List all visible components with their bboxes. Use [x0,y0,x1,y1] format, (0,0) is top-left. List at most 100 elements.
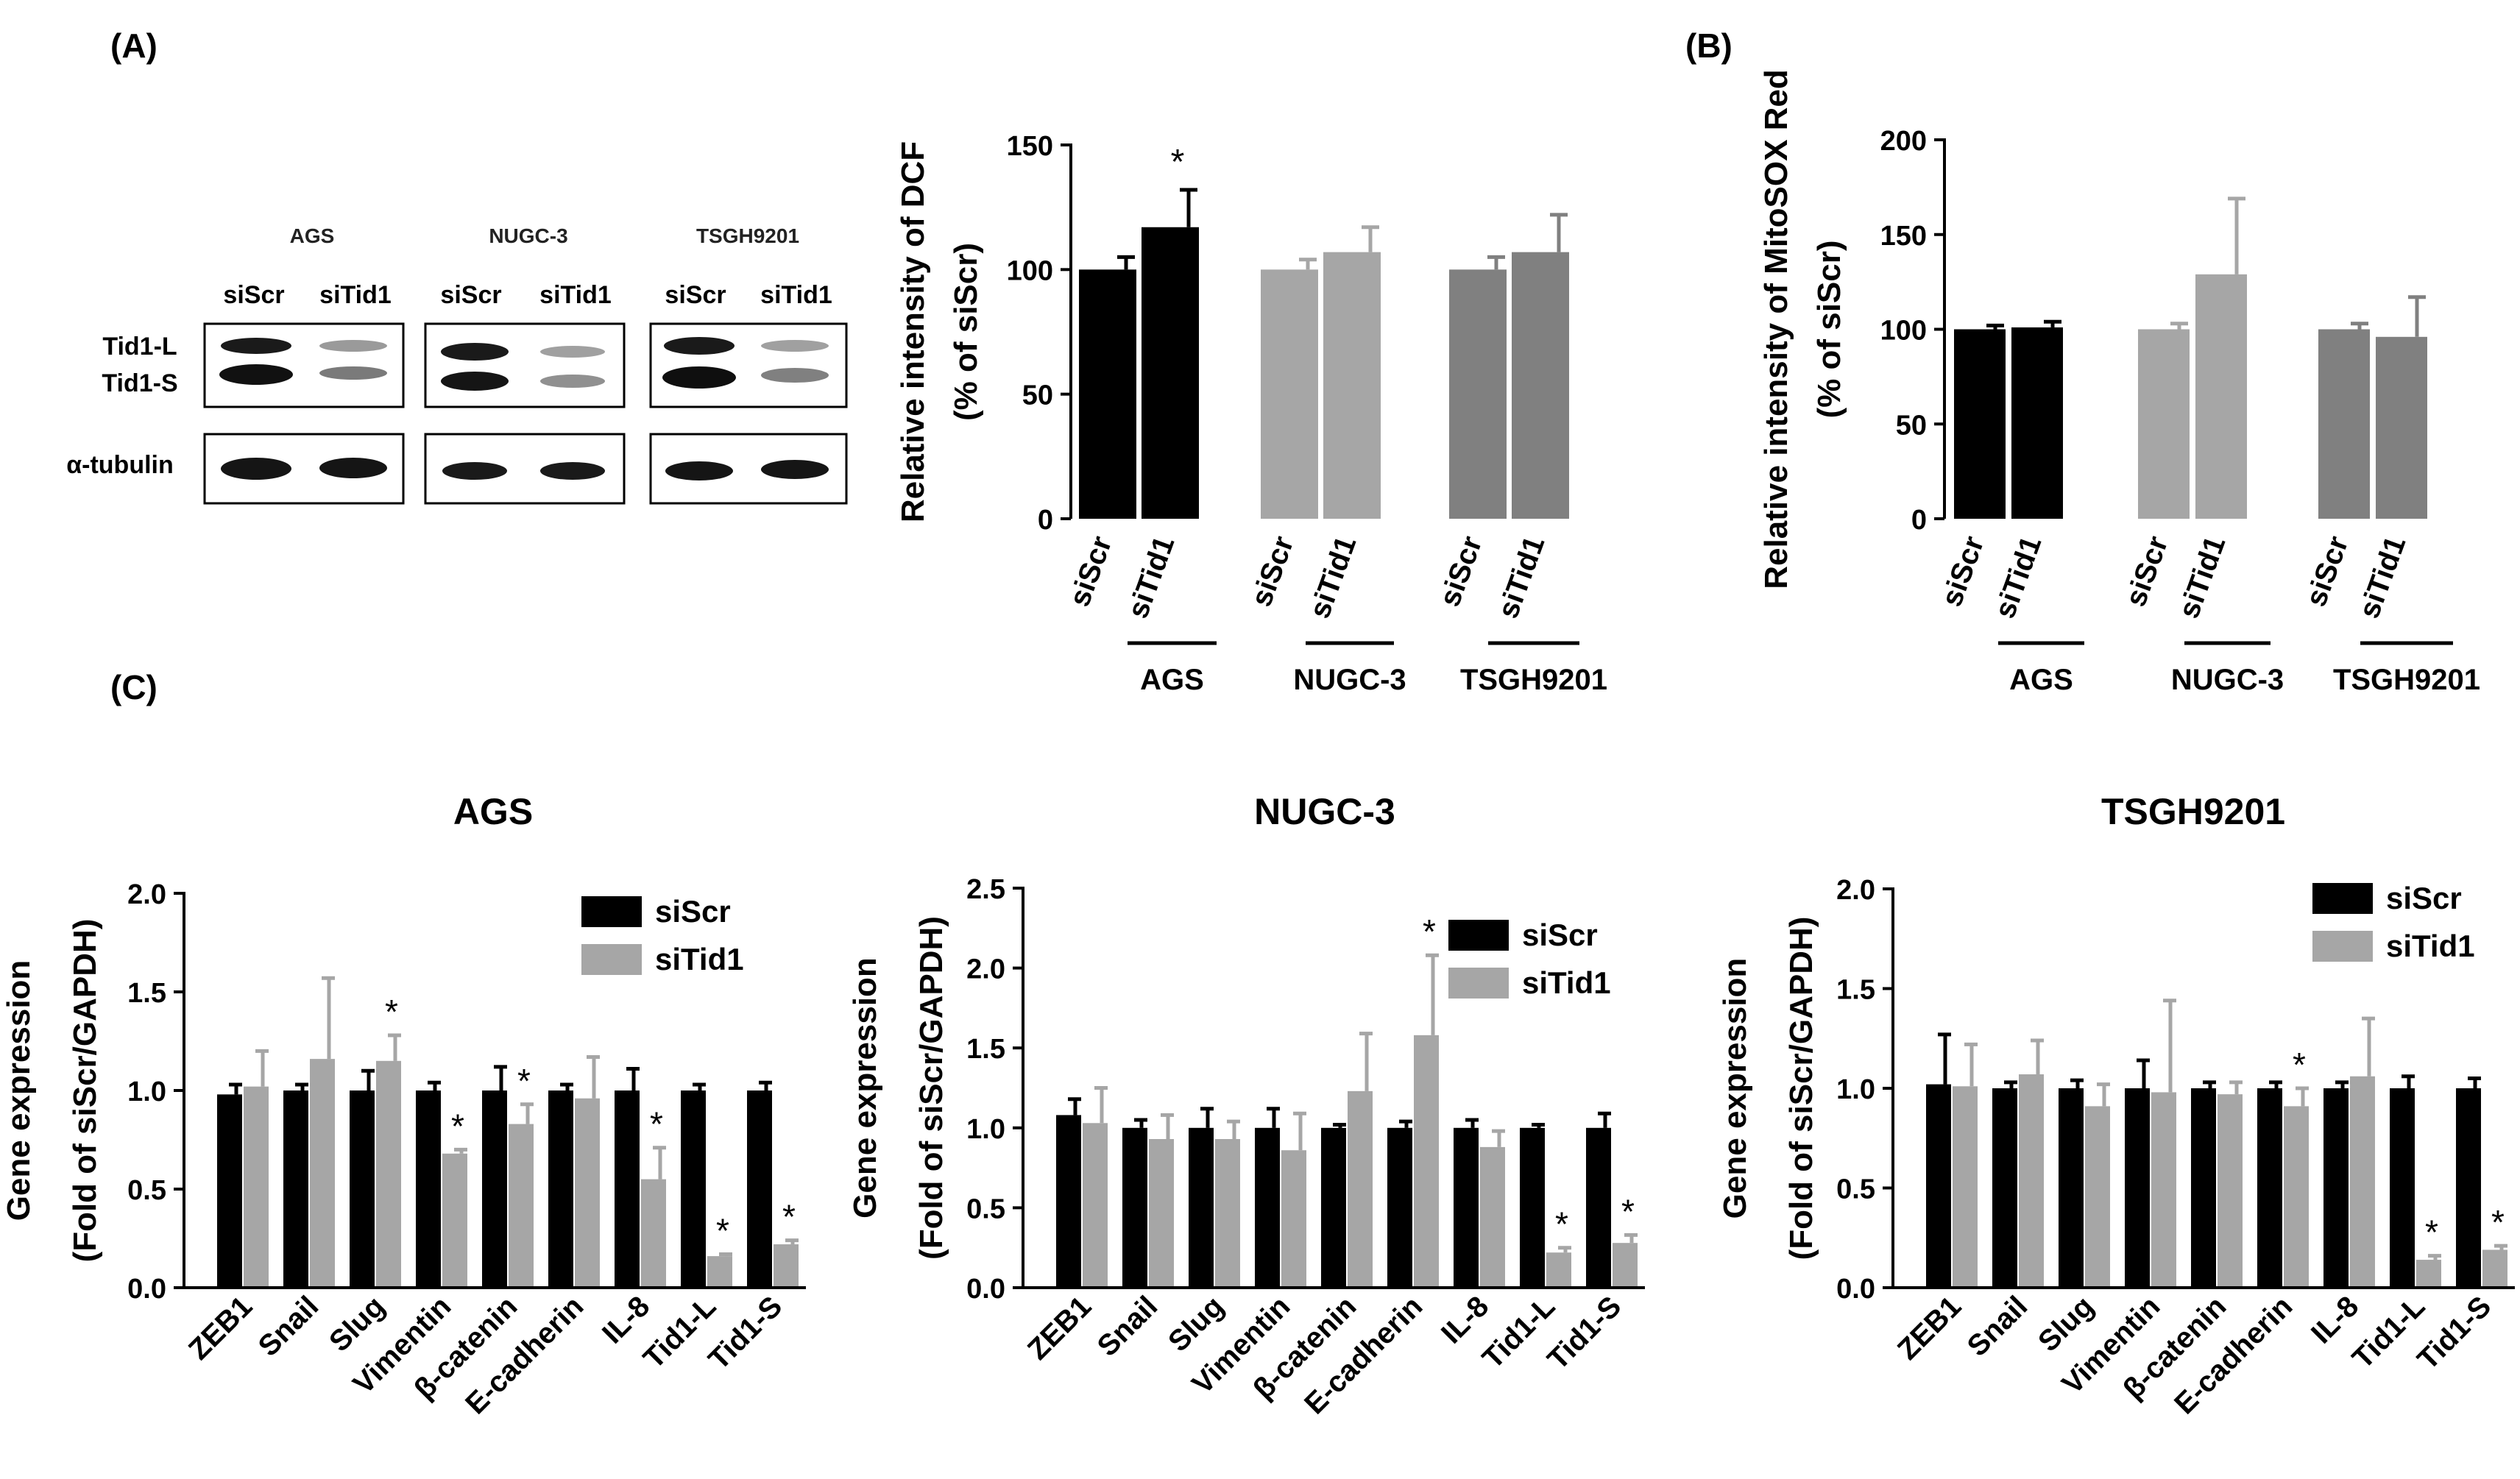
legend-label-sitid1: siTid1 [2386,929,2475,963]
significance-marker: * [716,1211,729,1249]
bar-sitid1 [2376,336,2427,519]
blot-lane-nugc3-siscr: siScr [440,281,501,309]
y-tick-label: 0.0 [966,1274,1005,1305]
bar-sitid1 [575,1098,600,1288]
bar-siscr [1954,329,2006,519]
significance-marker: * [517,1062,531,1100]
legend-label-siscr: siScr [655,894,731,929]
band-nugc3-sitid1-tid1l [540,346,605,358]
blot-lane-nugc3-sitid1: siTid1 [539,281,612,309]
bar-sitid1 [1546,1252,1571,1288]
y-tick-label: 0.5 [127,1175,166,1206]
bar-sitid1 [1414,1035,1439,1288]
bar-sitid1 [1281,1150,1306,1288]
bar-siscr [1586,1127,1611,1288]
bar-siscr [2323,1088,2349,1288]
bar-siscr [416,1090,441,1288]
group-label: NUGC-3 [1293,664,1406,696]
panel-label-b: (B) [1685,26,1733,65]
band-nugc3-sitid1-tubulin [540,462,605,480]
band-ags-siscr-tid1s [219,364,293,385]
y-tick-label: 0.0 [127,1274,166,1305]
y-axis-label: (Fold of siScr/GAPDH) [913,916,949,1260]
bar-siscr [1520,1127,1545,1288]
bar-siscr [2138,329,2190,519]
bar-siscr [350,1090,375,1288]
significance-marker: * [2491,1203,2505,1241]
y-tick-label: 50 [1022,380,1053,411]
x-tick-label: siScr [1434,532,1489,611]
x-tick-label: Tid1-S [702,1290,788,1376]
bar-siscr [1387,1127,1412,1288]
chart-title: AGS [453,791,533,832]
legend-swatch-sitid1 [2312,931,2373,962]
y-tick-label: 0.0 [1836,1274,1875,1305]
y-tick-label: 0.5 [966,1194,1005,1224]
significance-marker: * [385,993,398,1031]
group-label: AGS [2009,664,2073,696]
blot-cell-line-ags: AGS [290,224,335,247]
band-ags-sitid1-tid1l [319,340,387,352]
bar-sitid1 [2085,1106,2110,1288]
bar-sitid1 [2195,274,2247,519]
x-tick-label: ZEB1 [1891,1290,1967,1366]
bar-sitid1 [244,1086,269,1288]
significance-marker: * [1621,1192,1635,1230]
y-tick-label: 50 [1896,410,1927,441]
chart-title: TSGH9201 [2101,791,2285,832]
blot-band-label-tid1s: Tid1-S [102,369,177,397]
x-tick-label: Snail [1961,1290,2034,1363]
blot-box-ags-tid1 [203,322,405,408]
band-ags-siscr-tubulin [221,458,291,480]
legend-label-sitid1: siTid1 [1522,965,1611,1000]
y-tick-label: 2.5 [966,874,1005,905]
x-tick-label: ZEB1 [183,1290,258,1366]
bar-sitid1 [442,1153,467,1288]
chart-gene-tsgh9201: 0.0 0.5 1.0 1.5 2.0 Gene expression (Fold of s… [1717,791,2515,1421]
group-label: AGS [1140,664,1204,696]
bar-sitid1 [2151,1092,2176,1288]
legend-swatch-sitid1 [581,944,642,975]
x-tick-label: ZEB1 [1022,1290,1097,1366]
legend-swatch-siscr [581,896,642,927]
band-tsgh9201-siscr-tid1s [662,366,736,389]
group-label: TSGH9201 [1460,664,1607,696]
group-label: TSGH9201 [2333,664,2480,696]
y-axis-label: Gene expression [1,960,37,1221]
y-axis-label: (Fold of siScr/GAPDH) [67,919,103,1263]
band-tsgh9201-siscr-tid1l [664,337,735,355]
y-axis-label: Gene expression [847,957,883,1219]
bar-siscr [747,1090,772,1288]
blot-box-tsgh9201-tid1 [649,322,848,408]
bar-sitid1 [1953,1086,1978,1288]
panel-label-a: (A) [110,26,158,65]
x-tick-label: siScr [1063,532,1119,611]
bar-sitid1 [641,1179,666,1288]
x-tick-label: IL-8 [2305,1290,2365,1349]
bar-siscr [1189,1127,1214,1288]
bar-siscr [1454,1127,1479,1288]
legend-swatch-sitid1 [1448,968,1509,999]
y-tick-label: 2.0 [1836,875,1875,906]
bar-sitid1 [1512,252,1569,519]
x-tick-label: siScr [2120,532,2175,611]
bar-sitid1 [509,1124,534,1288]
bar-siscr [681,1090,706,1288]
bar-siscr [2059,1088,2084,1288]
band-nugc3-sitid1-tid1s [540,375,605,388]
y-axis-label: Relative intensity of MitoSOX Red [1758,69,1794,589]
bar-sitid1 [2019,1074,2044,1288]
legend-label-siscr: siScr [2386,881,2462,915]
band-nugc3-siscr-tid1l [441,343,509,361]
x-tick-label: Tid1-L [637,1290,722,1375]
y-tick-label: 2.0 [966,954,1005,985]
significance-marker: * [1423,912,1436,951]
chart-gene-nugc3: 0.0 0.5 1.0 1.5 2.0 2.5 Gene expression (Fold o… [847,791,1645,1421]
y-tick-label: 200 [1880,126,1927,157]
x-tick-label: Tid1-S [2411,1290,2497,1376]
y-tick-label: 0.5 [1836,1174,1875,1205]
x-tick-label: siTid1 [2353,532,2413,623]
chart-mitosox: 0 50 100 150 200 Relative intensity of MitoSO… [1758,69,2480,696]
bar-siscr [482,1090,507,1288]
